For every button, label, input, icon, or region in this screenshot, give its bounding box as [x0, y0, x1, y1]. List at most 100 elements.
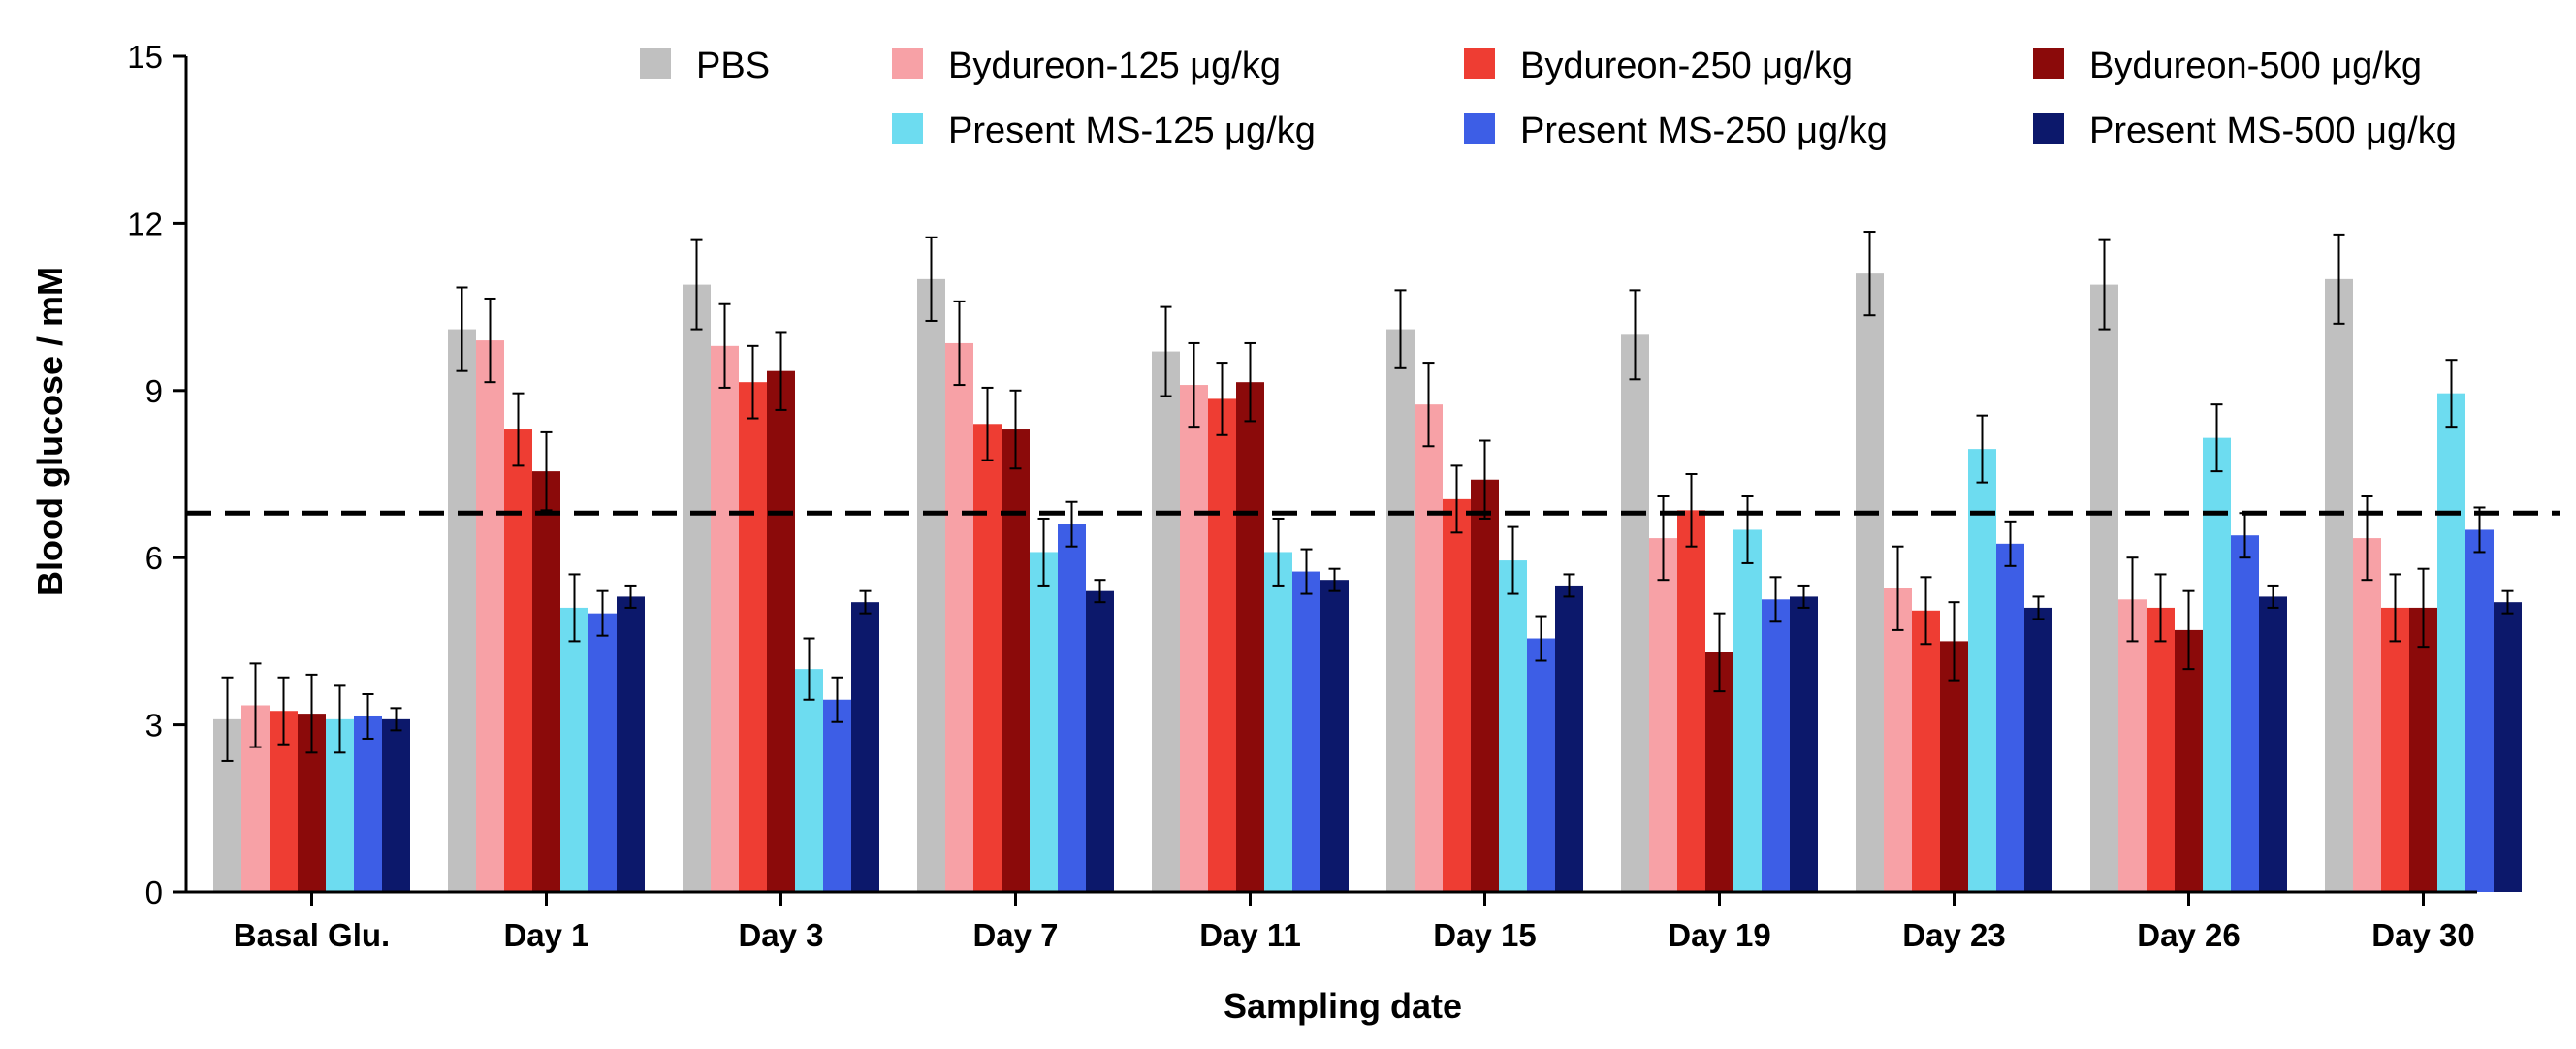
bar-present-ms-250-ug-kg-day-3	[823, 699, 851, 892]
bar-bydureon-125-ug-kg-day-26	[2118, 599, 2147, 892]
legend-item-present-ms-125-ug-kg: Present MS-125 μg/kg	[892, 111, 1316, 151]
bar-bydureon-500-ug-kg-day-26	[2175, 629, 2203, 892]
x-tick-label: Day 19	[1668, 917, 1770, 953]
error-bar-present-ms-125-ug-kg-day-30	[2445, 359, 2458, 429]
legend-label: Bydureon-125 μg/kg	[948, 46, 1281, 86]
bar-present-ms-250-ug-kg-day-15	[1527, 638, 1555, 892]
x-tick-label: Day 11	[1199, 917, 1301, 953]
legend-swatch	[892, 113, 923, 144]
legend-item-bydureon-250-ug-kg: Bydureon-250 μg/kg	[1464, 46, 1853, 86]
bar-present-ms-125-ug-kg-day-30	[2437, 393, 2465, 892]
error-bar-bydureon-250-ug-kg-day-7	[981, 386, 994, 461]
error-bar-present-ms-125-ug-kg-day-7	[1037, 517, 1050, 587]
error-bar-bydureon-250-ug-kg-day-1	[512, 392, 525, 467]
error-bar-pbs-day-1	[456, 286, 468, 372]
bar-present-ms-500-ug-kg-day-19	[1790, 596, 1818, 892]
x-tick-label: Day 23	[1902, 917, 2005, 953]
error-bar-bydureon-500-ug-kg-day-11	[1244, 341, 1256, 423]
y-tick-label: 15	[127, 39, 163, 75]
error-bar-bydureon-125-ug-kg-day-23	[1892, 545, 1904, 631]
legend-swatch	[2033, 113, 2064, 144]
bar-present-ms-125-ug-kg-day-26	[2203, 437, 2231, 892]
error-bar-bydureon-125-ug-kg-day-1	[484, 297, 496, 384]
bar-pbs-day-7	[917, 278, 945, 892]
error-bar-present-ms-125-ug-kg-basal-glu	[334, 684, 346, 754]
error-bar-present-ms-500-ug-kg-day-26	[2267, 584, 2279, 609]
legend-item-bydureon-125-ug-kg: Bydureon-125 μg/kg	[892, 46, 1281, 86]
legend-swatch	[1464, 113, 1495, 144]
error-bar-present-ms-125-ug-kg-day-3	[803, 637, 815, 701]
bar-pbs-day-23	[1856, 273, 1884, 892]
error-bar-pbs-day-23	[1863, 231, 1876, 317]
bar-present-ms-500-ug-kg-day-7	[1086, 590, 1114, 892]
y-axis-title: Blood glucose / mM	[30, 267, 70, 596]
error-bar-bydureon-500-ug-kg-day-23	[1948, 601, 1960, 682]
bar-bydureon-250-ug-kg-day-26	[2147, 607, 2175, 892]
x-labels-layer: Basal Glu. Day 1 Day 3 Day 7 Day 11 Day 15 Day…	[234, 892, 2475, 953]
error-bar-bydureon-250-ug-kg-day-3	[747, 344, 759, 420]
legend-label: Bydureon-500 μg/kg	[2089, 46, 2422, 86]
error-bar-present-ms-250-ug-kg-day-3	[831, 676, 843, 723]
error-bar-present-ms-250-ug-kg-day-1	[596, 589, 609, 637]
bar-present-ms-250-ug-kg-basal-glu	[354, 715, 382, 892]
error-bar-bydureon-250-ug-kg-day-26	[2154, 573, 2167, 643]
error-bar-bydureon-500-ug-kg-day-30	[2417, 567, 2430, 649]
bar-bydureon-500-ug-kg-day-15	[1471, 479, 1499, 892]
error-bar-bydureon-500-ug-kg-day-19	[1713, 612, 1726, 693]
bar-present-ms-125-ug-kg-day-3	[795, 669, 823, 892]
bar-bydureon-250-ug-kg-day-1	[504, 429, 532, 892]
error-bar-present-ms-500-ug-kg-day-30	[2501, 589, 2514, 615]
y-tick-label: 12	[127, 206, 163, 241]
bar-bydureon-125-ug-kg-day-3	[711, 345, 739, 892]
bar-bydureon-250-ug-kg-day-30	[2381, 607, 2409, 892]
bar-pbs-day-1	[448, 329, 476, 892]
bar-bydureon-125-ug-kg-day-30	[2353, 538, 2381, 892]
error-bar-bydureon-125-ug-kg-day-7	[953, 300, 966, 387]
error-bar-present-ms-500-ug-kg-basal-glu	[390, 707, 402, 732]
x-axis-title: Sampling date	[1224, 986, 1462, 1026]
x-tick-label: Basal Glu.	[234, 917, 390, 953]
y-tick-label: 3	[145, 708, 163, 744]
error-bar-present-ms-125-ug-kg-day-11	[1272, 517, 1285, 587]
bar-present-ms-500-ug-kg-day-30	[2494, 602, 2522, 892]
error-bar-bydureon-500-ug-kg-day-15	[1479, 439, 1491, 520]
error-bar-pbs-day-30	[2333, 233, 2345, 325]
legend-label: Present MS-250 μg/kg	[1520, 111, 1888, 151]
y-tick-label: 9	[145, 373, 163, 409]
legend-item-bydureon-500-ug-kg: Bydureon-500 μg/kg	[2033, 46, 2422, 86]
bar-bydureon-500-ug-kg-day-3	[767, 370, 795, 893]
legend-label: PBS	[696, 46, 770, 86]
bar-pbs-day-15	[1386, 329, 1415, 892]
y-tick-label: 0	[145, 874, 163, 910]
error-bar-bydureon-500-ug-kg-day-26	[2182, 589, 2195, 671]
bar-pbs-day-19	[1621, 334, 1649, 892]
error-bar-bydureon-250-ug-kg-day-19	[1685, 473, 1698, 548]
error-bars-layer	[221, 231, 2514, 762]
bar-present-ms-500-ug-kg-basal-glu	[382, 718, 410, 892]
bar-present-ms-250-ug-kg-day-11	[1292, 571, 1320, 892]
bar-present-ms-125-ug-kg-day-7	[1030, 552, 1058, 892]
error-bar-bydureon-500-ug-kg-day-7	[1009, 389, 1022, 470]
error-bar-bydureon-250-ug-kg-day-11	[1216, 362, 1228, 436]
legend-label: Bydureon-250 μg/kg	[1520, 46, 1853, 86]
bar-bydureon-500-ug-kg-day-1	[532, 471, 560, 892]
error-bar-pbs-day-7	[925, 236, 938, 322]
error-bar-present-ms-250-ug-kg-day-19	[1769, 576, 1782, 623]
bar-present-ms-500-ug-kg-day-1	[617, 596, 645, 892]
bar-bydureon-250-ug-kg-day-3	[739, 382, 767, 892]
legend: PBS Bydureon-125 μg/kg Bydureon-250 μg/kg B…	[640, 46, 2457, 151]
legend-swatch	[1464, 48, 1495, 79]
bar-present-ms-500-ug-kg-day-26	[2259, 596, 2287, 892]
legend-item-pbs: PBS	[640, 46, 770, 86]
error-bar-present-ms-500-ug-kg-day-3	[859, 589, 872, 615]
bar-present-ms-250-ug-kg-day-26	[2231, 535, 2259, 892]
x-tick-label: Day 30	[2371, 917, 2474, 953]
legend-label: Present MS-500 μg/kg	[2089, 111, 2457, 151]
error-bar-bydureon-125-ug-kg-day-3	[718, 302, 731, 389]
legend-item-present-ms-250-ug-kg: Present MS-250 μg/kg	[1464, 111, 1888, 151]
x-tick-label: Day 3	[738, 917, 823, 953]
bar-present-ms-125-ug-kg-day-11	[1264, 552, 1292, 892]
error-bar-present-ms-250-ug-kg-day-23	[2004, 520, 2017, 567]
error-bar-bydureon-125-ug-kg-day-11	[1188, 341, 1200, 429]
error-bar-pbs-day-26	[2098, 238, 2111, 331]
